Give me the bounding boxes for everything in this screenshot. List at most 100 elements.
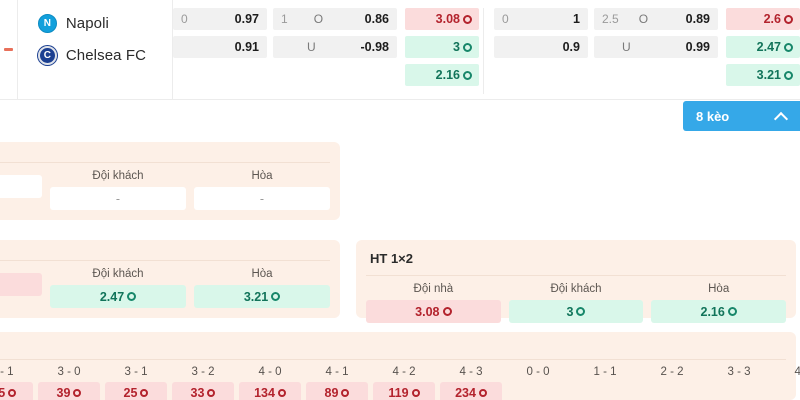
trend-down-icon bbox=[478, 388, 487, 397]
correct-score-label: 2 - 1 bbox=[0, 366, 14, 378]
team-row-home[interactable]: N Napoli bbox=[37, 14, 172, 33]
odds-cell[interactable]: 0 0.97 bbox=[173, 8, 267, 30]
correct-score-label: 3 - 1 bbox=[124, 366, 148, 378]
odds-cell[interactable]: 0 1 bbox=[494, 8, 588, 30]
market-column-label: Đội khách bbox=[92, 268, 144, 280]
correct-score-label: 4 - 1 bbox=[325, 366, 349, 378]
divider bbox=[0, 162, 330, 163]
correct-score-odds-cell[interactable]: 234 bbox=[440, 382, 502, 400]
handicap-odds: 0.91 bbox=[234, 40, 259, 54]
odds-cell[interactable]: U -0.98 bbox=[273, 36, 397, 58]
divider bbox=[366, 275, 786, 276]
market-column-draw: Hòa 2.16 bbox=[651, 276, 787, 323]
odds-group-over-under-ft: 2.5 O 0.89 U 0.99 bbox=[594, 8, 726, 99]
odds-cell-1x2-away[interactable]: 2.47 bbox=[726, 36, 800, 58]
correct-score-odds-cell bbox=[574, 382, 636, 400]
odds-value: 3.08 bbox=[435, 12, 460, 26]
odds-cell-1x2-home[interactable]: 3.08 bbox=[405, 8, 479, 30]
odds-value: 3.21 bbox=[756, 68, 781, 82]
napoli-crest-icon: N bbox=[37, 14, 57, 33]
correct-score-odds-cell[interactable]: 9.5 bbox=[0, 382, 33, 400]
ou-odds: -0.98 bbox=[360, 40, 390, 54]
trend-down-icon bbox=[411, 388, 420, 397]
market-panel-title: HT 1×2 bbox=[370, 251, 413, 266]
market-panel-ft-top: Đội khách - Hòa - bbox=[0, 142, 340, 220]
correct-score-odds-cell[interactable]: 134 bbox=[239, 382, 301, 400]
odds-value: 39 bbox=[56, 385, 71, 400]
correct-score-column: 2 - 2 bbox=[641, 360, 703, 400]
expand-markets-label: 8 kèo bbox=[696, 108, 730, 124]
team-row-away[interactable]: C Chelsea FC bbox=[37, 46, 172, 65]
trend-up-icon bbox=[784, 70, 793, 80]
odds-cell[interactable]: 2.5 O 0.89 bbox=[594, 8, 718, 30]
correct-score-label: 4 - 4 bbox=[794, 366, 800, 378]
expand-markets-button[interactable]: 8 kèo bbox=[683, 101, 800, 131]
odds-value: 2.16 bbox=[435, 68, 460, 82]
market-column-label: Hòa bbox=[251, 170, 273, 182]
odds-value: 3.21 bbox=[243, 289, 269, 304]
separator-band bbox=[0, 100, 800, 136]
odds-value: 25 bbox=[123, 385, 138, 400]
odds-value: 119 bbox=[388, 385, 409, 400]
market-odds-cell[interactable]: - bbox=[194, 187, 330, 210]
correct-score-odds-cell[interactable]: 25 bbox=[105, 382, 167, 400]
ou-odds: 0.89 bbox=[685, 12, 710, 26]
market-odds-cell[interactable]: 3.08 bbox=[366, 300, 501, 323]
odds-value: - bbox=[259, 191, 265, 206]
trend-up-icon bbox=[576, 307, 586, 316]
odds-cell-1x2-draw[interactable]: 3.21 bbox=[726, 64, 800, 86]
odds-value: 33 bbox=[190, 385, 205, 400]
market-panel-ht-1x2: HT 1×2 Đội nhà 3.08 Đội khách 3 bbox=[356, 240, 796, 323]
correct-score-column: 3 - 2 33 bbox=[172, 360, 234, 400]
odds-value: 2.47 bbox=[756, 40, 781, 54]
market-column-home bbox=[0, 163, 42, 210]
divider bbox=[0, 260, 330, 261]
odds-cell-1x2-home[interactable]: 2.6 bbox=[726, 8, 800, 30]
trend-up-icon bbox=[127, 292, 137, 301]
correct-score-odds-cell[interactable]: 89 bbox=[306, 382, 368, 400]
ou-side: O bbox=[638, 12, 649, 26]
market-column-label: Đội khách bbox=[550, 283, 602, 295]
market-column-home bbox=[0, 261, 42, 308]
odds-cell[interactable]: 0.9 bbox=[494, 36, 588, 58]
correct-score-label: 3 - 3 bbox=[727, 366, 751, 378]
market-column-away: Đội khách 2.47 bbox=[50, 261, 186, 308]
correct-score-odds-cell[interactable]: 119 bbox=[373, 382, 435, 400]
market-odds-cell[interactable]: 3 bbox=[508, 300, 644, 323]
odds-cell[interactable]: 1 O 0.86 bbox=[273, 8, 397, 30]
odds-cell-1x2-away[interactable]: 3 bbox=[405, 36, 479, 58]
correct-score-odds-cell[interactable]: 39 bbox=[38, 382, 100, 400]
odds-cell-1x2-draw[interactable]: 2.16 bbox=[405, 64, 479, 86]
market-odds-cell[interactable] bbox=[0, 175, 42, 198]
market-odds-cell[interactable]: - bbox=[50, 187, 186, 210]
correct-score-odds-cell[interactable]: 33 bbox=[172, 382, 234, 400]
market-columns: Đội khách 2.47 Hòa 3.21 bbox=[0, 261, 340, 308]
market-column-label: Đội nhà bbox=[413, 283, 454, 295]
correct-score-column: 3 - 1 25 bbox=[105, 360, 167, 400]
trend-down-icon bbox=[8, 388, 17, 397]
market-odds-cell[interactable]: 2.16 bbox=[651, 300, 787, 323]
ou-side: O bbox=[313, 12, 324, 26]
correct-score-column: 4 - 3 234 bbox=[440, 360, 502, 400]
odds-cell[interactable]: U 0.99 bbox=[594, 36, 718, 58]
odds-group-1x2-ft: 2.6 2.47 3.21 bbox=[726, 8, 800, 99]
trend-down-icon bbox=[442, 307, 452, 316]
ou-line: 2.5 bbox=[602, 12, 619, 26]
chevron-up-icon bbox=[776, 111, 787, 122]
odds-value: 2.6 bbox=[763, 12, 781, 26]
market-odds-cell[interactable]: 2.47 bbox=[50, 285, 186, 308]
handicap-line: 0 bbox=[181, 12, 188, 26]
odds-group-over-under-ht: 1 O 0.86 U -0.98 bbox=[273, 8, 405, 99]
odds-cell[interactable]: 0.91 bbox=[173, 36, 267, 58]
odds-group-handicap-ht: 0 0.97 0.91 bbox=[173, 8, 273, 99]
market-odds-cell[interactable]: 3.21 bbox=[194, 285, 330, 308]
correct-score-label: 2 - 2 bbox=[660, 366, 684, 378]
odds-value: 9.5 bbox=[0, 385, 6, 400]
correct-score-label: 4 - 2 bbox=[392, 366, 416, 378]
top-odds-table: N Napoli C Chelsea FC 0 0.97 0.91 bbox=[0, 0, 800, 100]
teams-cell[interactable]: N Napoli C Chelsea FC bbox=[18, 0, 173, 99]
market-odds-cell[interactable] bbox=[0, 273, 42, 296]
handicap-line: 0 bbox=[502, 12, 509, 26]
correct-score-column: 2 - 1 9.5 bbox=[0, 360, 33, 400]
